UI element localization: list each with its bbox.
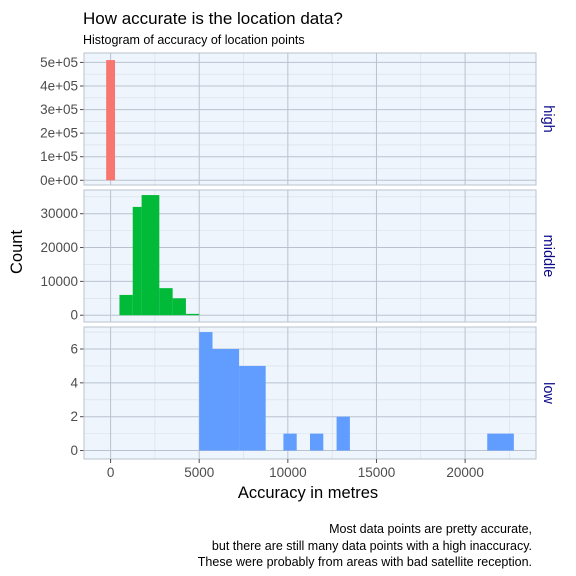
panel-border [83, 52, 537, 186]
facet-panel-middle: 0 10000 20000 30000 middle [40, 189, 556, 323]
y-tick-label: 20000 [40, 240, 78, 255]
histogram-bar [199, 332, 213, 451]
panel-border [83, 189, 537, 323]
histogram-bar [132, 206, 142, 316]
y-tick-label: 2 [70, 409, 78, 424]
x-tick-label: 15000 [358, 465, 396, 480]
y-tick-label: 2e+05 [40, 126, 78, 141]
chart-subtitle: Histogram of accuracy of location points [83, 33, 305, 47]
y-tick-label: 4e+05 [40, 79, 78, 94]
histogram-bar [141, 195, 160, 316]
x-tick-label: 0 [107, 465, 115, 480]
x-axis: 0 5000 10000 15000 20000 [107, 459, 484, 480]
strip-label-high: high [540, 105, 556, 132]
chart-title: How accurate is the location data? [83, 9, 343, 28]
y-tick-label: 5e+05 [40, 55, 78, 70]
y-tick-label: 10000 [40, 274, 78, 289]
y-tick-label: 6 [70, 342, 78, 357]
caption-line-1: Most data points are pretty accurate, [329, 522, 532, 536]
strip-label-middle: middle [540, 235, 556, 278]
panel-background [84, 53, 536, 185]
y-tick-label: 1e+05 [40, 149, 78, 164]
histogram-bar [283, 433, 297, 451]
histogram-bar [487, 433, 514, 451]
facet-panels: 0e+00 1e+05 2e+05 3e+05 4e+05 5e+05 high 0 10000… [40, 52, 556, 460]
caption-line-2: but there are still many data points wit… [212, 539, 532, 553]
y-tick-label: 0 [70, 308, 78, 323]
histogram-bar [185, 313, 200, 316]
x-tick-label: 10000 [269, 465, 307, 480]
caption-line-3: These were probably from areas with bad … [198, 555, 532, 569]
histogram-bar [310, 433, 324, 451]
histogram-bar [159, 288, 173, 316]
histogram-bar [336, 416, 350, 451]
x-axis-title: Accuracy in metres [238, 484, 378, 502]
x-tick-label: 5000 [184, 465, 214, 480]
facet-panel-high: 0e+00 1e+05 2e+05 3e+05 4e+05 5e+05 high [40, 52, 556, 188]
y-tick-label: 0 [70, 443, 78, 458]
histogram-bar [239, 365, 266, 451]
histogram-bar [119, 294, 133, 316]
x-tick-label: 20000 [446, 465, 484, 480]
histogram-bar [172, 298, 186, 316]
y-tick-label: 4 [70, 375, 78, 390]
y-axis-title: Count [8, 230, 26, 274]
y-tick-label: 3e+05 [40, 102, 78, 117]
y-tick-label: 0e+00 [40, 173, 78, 188]
histogram-bar [212, 349, 240, 451]
histogram-bar [106, 60, 116, 181]
panel-border [83, 326, 537, 460]
facet-panel-low: 0 2 4 6 low [70, 326, 556, 460]
y-tick-label: 30000 [40, 206, 78, 221]
strip-label-low: low [540, 382, 556, 404]
